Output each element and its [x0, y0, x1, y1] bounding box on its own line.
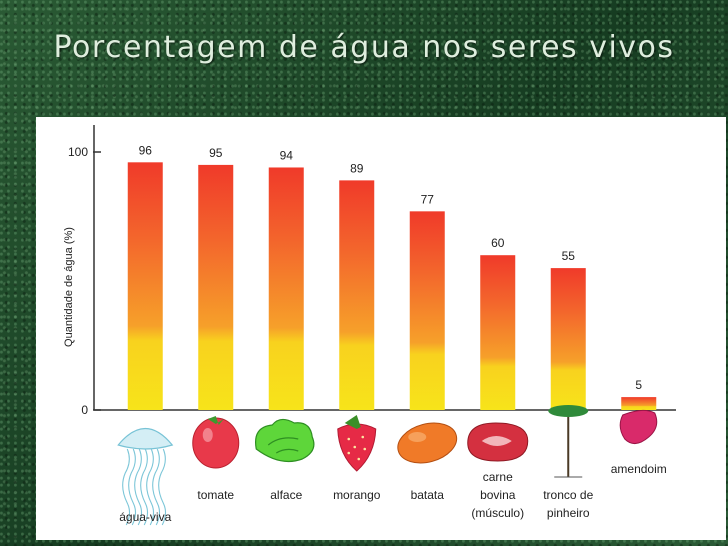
- bar-value-label: 96: [139, 143, 153, 157]
- jellyfish-icon: [117, 428, 174, 526]
- category-label: bovina: [480, 488, 516, 502]
- beef-icon: [467, 422, 529, 462]
- bar-chart-panel: 100 0 Quantidade de água (%) 96 água-viva 95…: [36, 117, 726, 540]
- bar-4: [339, 180, 375, 410]
- bar-value-label: 94: [280, 148, 294, 162]
- pine-tree-icon: [548, 405, 589, 478]
- bar-value-label: 55: [562, 249, 576, 263]
- bar-5: [409, 211, 445, 410]
- y-tick-label: 0: [81, 403, 88, 417]
- category-label: amendoim: [611, 462, 667, 476]
- bar-value-label: 60: [491, 236, 505, 250]
- category-label: morango: [333, 488, 381, 502]
- bar-8: [621, 397, 657, 410]
- bar-value-label: 77: [421, 192, 435, 206]
- y-axis-label: Quantidade de água (%): [63, 227, 75, 347]
- category-label: pinheiro: [547, 506, 590, 520]
- tomato-icon: [192, 416, 240, 469]
- strawberry-icon: [337, 415, 377, 472]
- category-label: (músculo): [471, 506, 524, 520]
- bar-2: [198, 164, 234, 410]
- category-label: batata: [411, 488, 445, 502]
- y-tick-label: 100: [68, 145, 88, 159]
- category-label: carne: [483, 470, 513, 484]
- slide-title: Porcentagem de água nos seres vivos: [53, 30, 675, 65]
- bar-chart: 100 0 Quantidade de água (%) 96 água-viva 95…: [63, 125, 676, 526]
- bar-3: [268, 167, 304, 410]
- peanut-icon: [619, 409, 658, 444]
- category-label: alface: [270, 488, 302, 502]
- bar-1: [127, 162, 163, 410]
- bar-value-label: 5: [635, 378, 642, 392]
- potato-icon: [397, 422, 458, 464]
- lettuce-icon: [255, 418, 315, 462]
- bar-value-label: 95: [209, 146, 223, 160]
- category-label: água-viva: [119, 510, 171, 524]
- category-label: tomate: [197, 488, 234, 502]
- bar-6: [480, 255, 516, 410]
- category-label: tronco de: [543, 488, 593, 502]
- bar-value-label: 89: [350, 161, 364, 175]
- bar-7: [550, 268, 586, 410]
